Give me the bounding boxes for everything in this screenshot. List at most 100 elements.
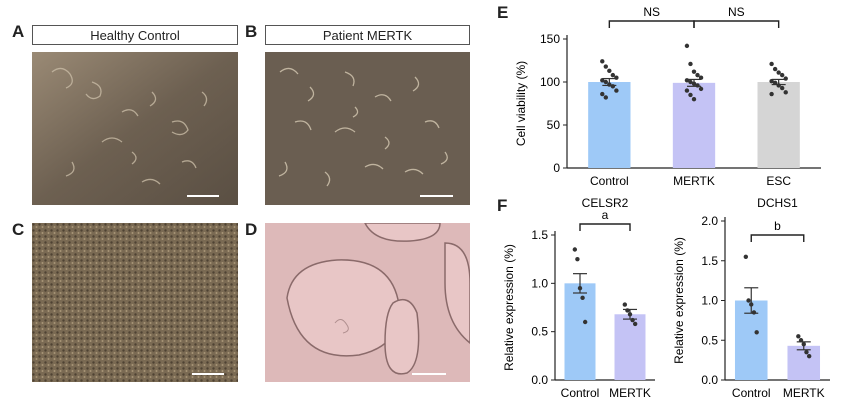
bar xyxy=(588,82,631,168)
bar xyxy=(787,345,821,380)
data-point xyxy=(798,338,804,343)
data-point xyxy=(580,295,585,301)
data-point xyxy=(743,254,749,259)
chart-title: DCHS1 xyxy=(757,196,798,210)
significance-bracket xyxy=(608,20,695,28)
data-point xyxy=(698,75,704,80)
y-tick-label: 0.5 xyxy=(531,325,548,339)
micrograph-colony-dense xyxy=(32,223,238,382)
bar xyxy=(614,314,646,380)
x-tick-label: MERTK xyxy=(783,386,825,400)
data-point xyxy=(776,83,781,88)
data-point xyxy=(695,83,700,88)
data-point xyxy=(614,75,619,80)
data-point xyxy=(688,92,693,98)
healthy-control-label: Healthy Control xyxy=(32,25,238,45)
data-point xyxy=(630,317,635,323)
bar xyxy=(757,82,800,168)
data-point xyxy=(688,79,693,85)
data-point xyxy=(783,76,788,81)
data-point xyxy=(600,91,605,97)
x-tick-label: Control xyxy=(732,386,771,400)
data-point xyxy=(806,353,812,359)
significance-label: a xyxy=(602,208,609,222)
y-tick-label: 150 xyxy=(540,32,560,46)
x-tick-label: ESC xyxy=(766,174,791,188)
data-point xyxy=(684,88,690,93)
y-tick-label: 50 xyxy=(547,118,561,132)
data-point xyxy=(769,61,774,67)
data-point xyxy=(746,298,751,303)
significance-label: NS xyxy=(728,5,745,19)
data-point xyxy=(622,302,628,307)
y-tick-label: 0.0 xyxy=(701,373,718,387)
data-point xyxy=(625,308,630,313)
data-point xyxy=(754,330,759,335)
data-point xyxy=(603,64,609,69)
data-point xyxy=(769,91,774,97)
data-point xyxy=(796,334,801,339)
significance-label: b xyxy=(774,219,781,233)
y-axis-label: Cell viability (%) xyxy=(514,61,528,146)
data-point xyxy=(607,68,612,74)
scale-bar xyxy=(420,195,453,197)
data-point xyxy=(779,72,785,78)
data-point xyxy=(575,256,580,262)
y-tick-label: 100 xyxy=(540,75,560,89)
x-tick-label: MERTK xyxy=(609,386,651,400)
data-point xyxy=(684,43,690,49)
significance-bracket xyxy=(579,223,631,231)
data-point xyxy=(691,69,697,74)
data-point xyxy=(769,78,774,84)
y-tick-label: 1.0 xyxy=(701,294,718,308)
y-tick-label: 1.5 xyxy=(701,254,718,268)
scale-bar xyxy=(192,373,224,375)
y-tick-label: 0.0 xyxy=(531,373,548,387)
significance-bracket xyxy=(750,234,805,242)
data-point xyxy=(691,97,697,102)
data-point xyxy=(751,310,757,315)
micrograph-cysts xyxy=(265,223,470,382)
panel-letter-e: E xyxy=(497,3,509,22)
y-tick-label: 0 xyxy=(553,161,560,175)
micrograph-patient-mertk xyxy=(265,52,470,205)
bar xyxy=(672,82,716,168)
data-point xyxy=(772,80,778,86)
data-point xyxy=(779,85,785,91)
data-point xyxy=(614,88,619,93)
x-tick-label: MERTK xyxy=(673,174,715,188)
micrograph-healthy-control xyxy=(32,52,238,205)
data-point xyxy=(776,70,781,75)
panel-letter-d: D xyxy=(245,220,258,239)
x-tick-label: Control xyxy=(561,386,600,400)
data-point xyxy=(603,79,609,85)
data-point xyxy=(582,319,588,325)
data-point xyxy=(749,302,754,307)
y-tick-label: 1.5 xyxy=(531,228,548,242)
panel-letter-f: F xyxy=(497,196,508,215)
data-point xyxy=(632,321,638,327)
data-point xyxy=(684,78,690,83)
chart-celsr2-expression: 0.0 0.5 1.0 1.5 Relative expression (%) CELSR… xyxy=(502,196,655,400)
data-point xyxy=(783,90,788,95)
significance-bracket xyxy=(693,20,780,28)
data-point xyxy=(572,247,578,252)
panel-letter-a: A xyxy=(12,22,25,41)
panel-letter-c: C xyxy=(12,220,25,239)
chart-dchs1-expression: 0.0 0.5 1.0 1.5 2.0 Relative expression (%) DC… xyxy=(672,196,830,400)
data-point xyxy=(695,72,700,78)
data-point xyxy=(627,312,633,317)
x-tick-label: Control xyxy=(590,174,629,188)
patient-mertk-label: Patient MERTK xyxy=(265,25,470,45)
data-point xyxy=(603,95,609,100)
data-point xyxy=(801,342,806,347)
y-axis-label: Relative expression (%) xyxy=(502,244,516,371)
data-point xyxy=(577,285,583,291)
data-point xyxy=(691,81,697,86)
bar xyxy=(564,283,596,380)
scale-bar xyxy=(412,373,446,375)
data-point xyxy=(772,66,778,72)
chart-title: CELSR2 xyxy=(582,196,629,210)
data-point xyxy=(610,72,616,78)
y-tick-label: 0.5 xyxy=(701,333,718,347)
